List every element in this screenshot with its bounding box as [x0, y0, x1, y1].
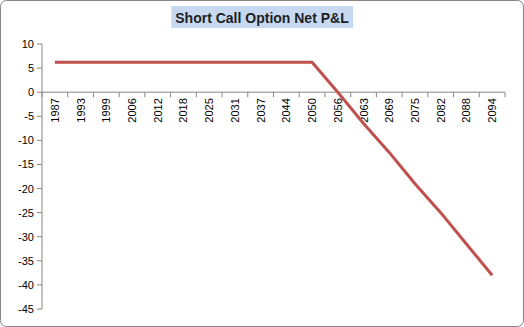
x-tick-label: 2088	[460, 98, 472, 122]
x-tick-label: 2018	[177, 98, 189, 122]
y-tick-label: -45	[18, 303, 34, 315]
title: Short Call Option Net P&L	[175, 10, 349, 26]
y-tick	[37, 164, 42, 165]
y-tick	[37, 116, 42, 117]
y-axis-line	[42, 44, 43, 309]
x-tick	[324, 92, 325, 97]
y-tick-label: 0	[28, 86, 34, 98]
y-tick	[37, 92, 42, 93]
x-tick-label: 2044	[280, 98, 292, 122]
x-tick	[505, 92, 506, 97]
x-tick	[196, 92, 197, 97]
y-tick	[37, 212, 42, 213]
y-tick	[37, 284, 42, 285]
x-tick-label: 1999	[100, 98, 112, 122]
title-background	[171, 6, 353, 28]
data-line	[55, 62, 492, 275]
x-tick	[427, 92, 428, 97]
y-tick-label: -30	[18, 231, 34, 243]
x-tick-label: 2037	[255, 98, 267, 122]
x-tick-label: 2075	[409, 98, 421, 122]
y-tick-label: 5	[28, 62, 34, 74]
y-tick-label: -40	[18, 279, 34, 291]
y-tick	[37, 68, 42, 69]
x-tick-label: 2056	[332, 98, 344, 122]
x-tick	[170, 92, 171, 97]
title-group: Short Call Option Net P&L	[171, 6, 353, 28]
x-tick	[350, 92, 351, 97]
x-tick-label: 2006	[126, 98, 138, 122]
x-tick	[453, 92, 454, 97]
chart-frame	[1, 1, 524, 327]
y-tick	[37, 309, 42, 310]
chart-container: Short Call Option Net P&L -45 -40 -35 -30 -25…	[0, 0, 524, 327]
y-tick-label: -20	[18, 183, 34, 195]
y-tick	[37, 140, 42, 141]
x-tick-label: 2031	[229, 98, 241, 122]
y-tick-label: -25	[18, 207, 34, 219]
x-tick	[93, 92, 94, 97]
chart-svg: Short Call Option Net P&L -45 -40 -35 -30 -25…	[0, 0, 524, 327]
x-tick-label: 2094	[486, 98, 498, 122]
x-tick	[273, 92, 274, 97]
y-tick-label: -35	[18, 255, 34, 267]
y-tick-label: -15	[18, 158, 34, 170]
y-tick-label: -10	[18, 134, 34, 146]
x-tick	[119, 92, 120, 97]
y-tick	[37, 236, 42, 237]
x-tick	[376, 92, 377, 97]
x-tick-label: 1993	[75, 98, 87, 122]
x-tick-label: 2082	[435, 98, 447, 122]
x-tick-label: 2012	[152, 98, 164, 122]
x-tick-label: 2069	[383, 98, 395, 122]
x-tick	[402, 92, 403, 97]
x-tick	[299, 92, 300, 97]
x-tick	[42, 92, 43, 97]
y-tick-label: 10	[22, 38, 34, 50]
x-tick	[67, 92, 68, 97]
x-tick	[247, 92, 248, 97]
x-tick	[144, 92, 145, 97]
x-tick-label: 1987	[49, 98, 61, 122]
plot-area	[55, 62, 492, 275]
x-tick-label: 2050	[306, 98, 318, 122]
y-tick	[37, 188, 42, 189]
y-tick	[37, 44, 42, 45]
x-tick	[479, 92, 480, 97]
y-tick	[37, 260, 42, 261]
y-tick-label: -5	[24, 110, 34, 122]
x-tick-label: 2025	[203, 98, 215, 122]
x-tick	[222, 92, 223, 97]
